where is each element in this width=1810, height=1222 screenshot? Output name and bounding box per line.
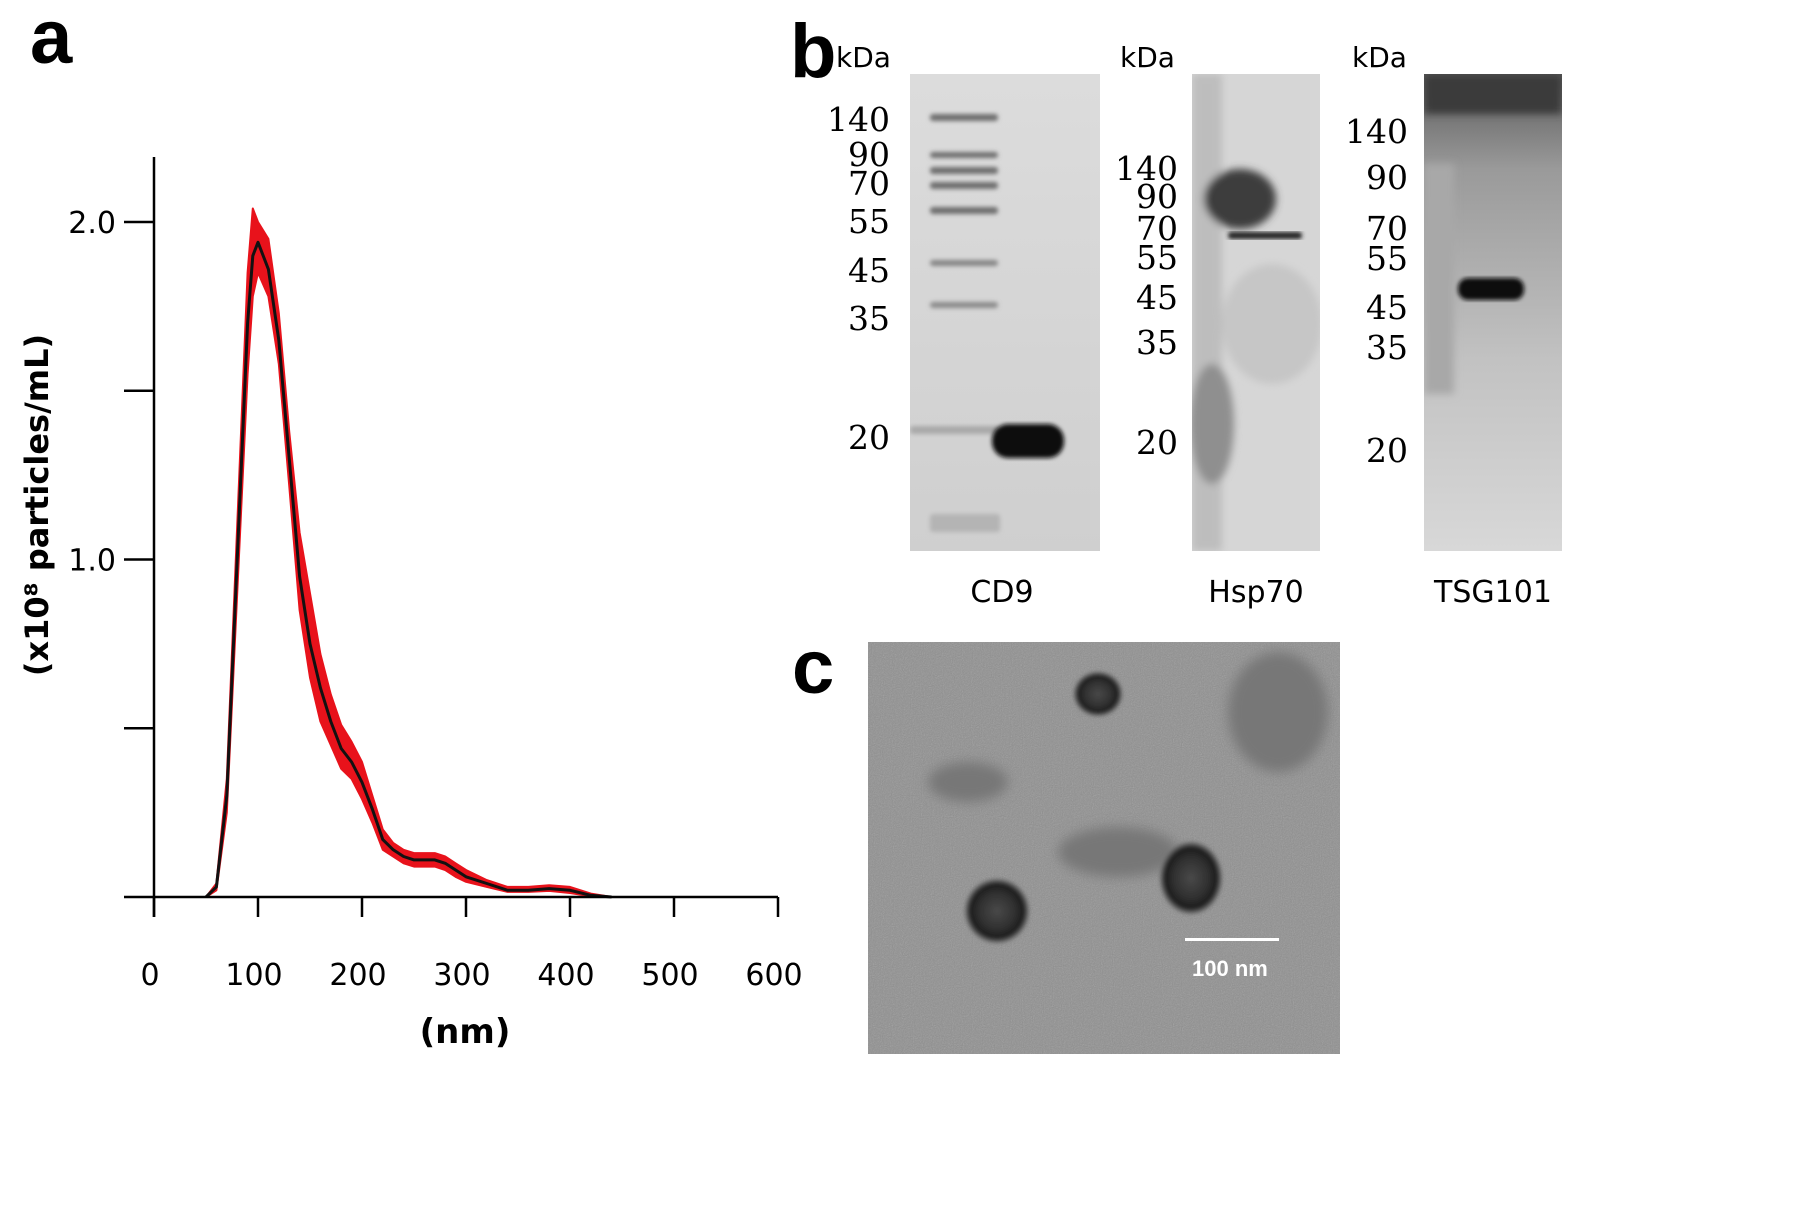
panel-letter-c: c — [792, 625, 835, 710]
hsp70-marker-45: 45 — [1136, 278, 1178, 317]
series-mean-line — [204, 240, 612, 899]
hsp70-marker-140: 140 — [1115, 149, 1178, 188]
kda-label-hsp70: kDa — [1120, 41, 1175, 74]
y-axis-label: (x10⁸ particles/mL) — [18, 334, 56, 676]
tem-scale-bar-label: 100 nm — [1192, 956, 1268, 981]
panel-letter-a: a — [30, 0, 73, 80]
tsg101-marker-35: 35 — [1366, 328, 1408, 367]
x-axis-label: (nm) — [420, 1012, 511, 1052]
size-distribution-chart: 0 100 200 300 400 500 600 1.0 2.0 (nm) (x10⁸ par… — [18, 157, 803, 1052]
hsp70-marker-90: 90 — [1136, 177, 1178, 216]
blot-label-hsp70: Hsp70 — [1208, 575, 1304, 610]
cd9-marker-70: 70 — [848, 164, 890, 203]
series-error-band — [205, 207, 613, 898]
cd9-marker-90: 90 — [848, 135, 890, 174]
hsp70-marker-55: 55 — [1136, 238, 1178, 277]
hsp70-blot-image — [1192, 74, 1320, 551]
tsg101-marker-70: 70 — [1366, 209, 1408, 248]
cd9-marker-35: 35 — [848, 299, 890, 338]
tsg101-marker-45: 45 — [1366, 288, 1408, 327]
y-tick-label: 2.0 — [68, 206, 116, 241]
tsg101-blot-image — [1424, 74, 1562, 551]
cd9-blot-image — [910, 74, 1100, 551]
tsg101-marker-20: 20 — [1366, 431, 1408, 470]
x-tick-label: 500 — [641, 958, 698, 993]
x-tick-label: 100 — [225, 958, 282, 993]
cd9-marker-45: 45 — [848, 251, 890, 290]
cd9-marker-20: 20 — [848, 418, 890, 457]
panel-letter-b: b — [790, 9, 837, 94]
x-tick-label: 200 — [329, 958, 386, 993]
x-tick-label: 400 — [537, 958, 594, 993]
cd9-marker-140: 140 — [827, 100, 890, 139]
tsg101-marker-90: 90 — [1366, 158, 1408, 197]
tem-micrograph — [868, 642, 1340, 1054]
kda-label-cd9: kDa — [836, 41, 891, 74]
x-tick-label: 300 — [433, 958, 490, 993]
x-tick-label: 0 — [140, 958, 159, 993]
hsp70-marker-35: 35 — [1136, 323, 1178, 362]
tem-scale-bar — [1185, 938, 1279, 941]
tsg101-marker-140: 140 — [1345, 112, 1408, 151]
kda-label-tsg101: kDa — [1352, 41, 1407, 74]
cd9-marker-55: 55 — [848, 202, 890, 241]
hsp70-marker-20: 20 — [1136, 423, 1178, 462]
blot-label-tsg101: TSG101 — [1434, 575, 1552, 610]
blot-label-cd9: CD9 — [970, 575, 1034, 610]
tsg101-marker-55: 55 — [1366, 239, 1408, 278]
y-tick-label: 1.0 — [68, 544, 116, 579]
x-tick-label: 600 — [745, 958, 802, 993]
hsp70-marker-70: 70 — [1136, 209, 1178, 248]
